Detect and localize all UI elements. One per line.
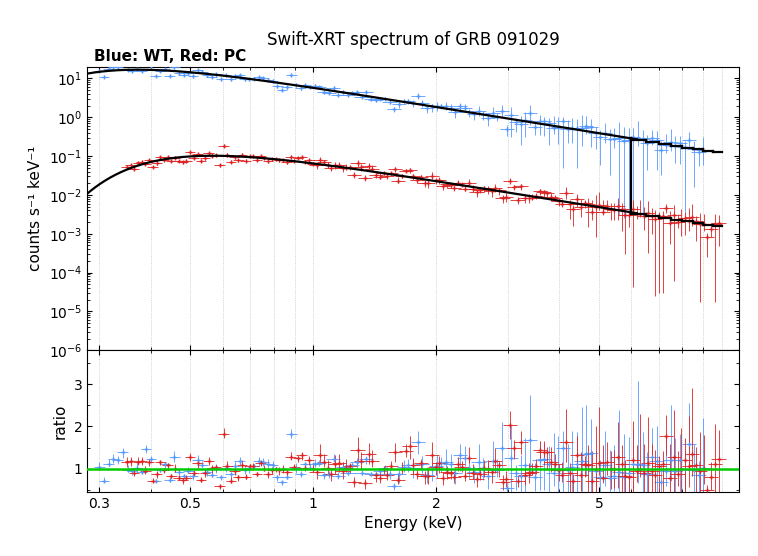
Text: Blue: WT, Red: PC: Blue: WT, Red: PC	[94, 49, 246, 64]
X-axis label: Energy (keV): Energy (keV)	[364, 517, 462, 532]
Y-axis label: counts s⁻¹ keV⁻¹: counts s⁻¹ keV⁻¹	[28, 146, 43, 271]
Text: Swift-XRT spectrum of GRB 091029: Swift-XRT spectrum of GRB 091029	[267, 31, 559, 48]
Y-axis label: ratio: ratio	[53, 404, 68, 439]
